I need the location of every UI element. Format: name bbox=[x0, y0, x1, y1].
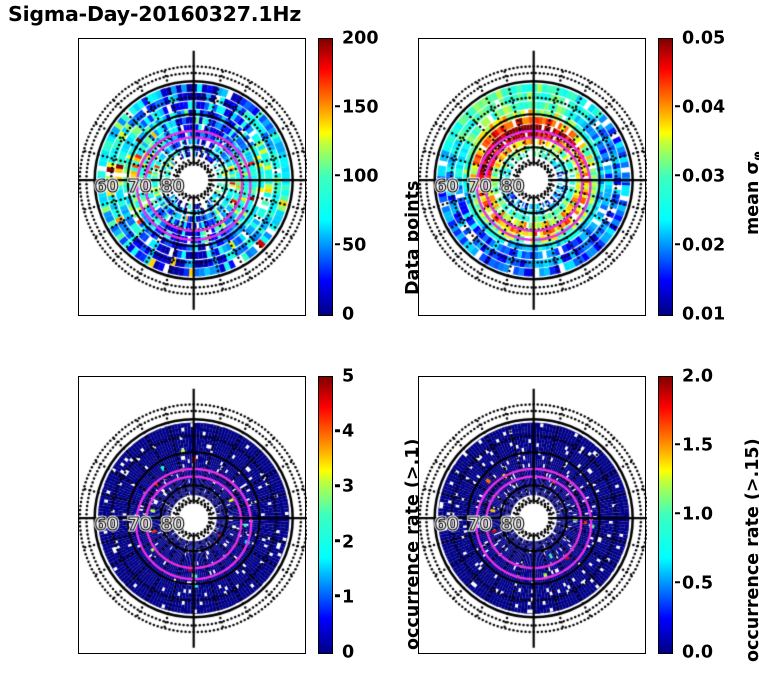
colorbar-tick-mark bbox=[335, 105, 340, 108]
colorbar-strip-data-points bbox=[318, 38, 333, 316]
colorbar-tick-label: 0 bbox=[335, 303, 355, 324]
colorbar-tick-text: 0 bbox=[342, 303, 355, 324]
colorbar-tick-label: 0.04 bbox=[675, 99, 725, 117]
colorbar-tick-mark bbox=[335, 484, 340, 487]
colorbar-tick-label: 3 bbox=[335, 476, 355, 497]
panel-data-points-axes bbox=[78, 38, 307, 317]
colorbar-ticks-data-points: 0 50 100 150 200 bbox=[335, 30, 405, 323]
colorbar-tick-mark bbox=[335, 174, 340, 177]
colorbar-mean-sigma-phi: 0.01 0.02 0.03 0.04 0.05 bbox=[658, 30, 748, 323]
colorbar-tick-text: 0.5 bbox=[682, 573, 714, 594]
panel-occurrence-rate-gt-0p1-axes bbox=[78, 376, 307, 655]
colorbar-tick-label: 50 bbox=[335, 235, 367, 256]
colorbar-tick-text: 100 bbox=[342, 166, 379, 187]
panel-occurrence-rate-gt-0p15-axes bbox=[418, 376, 647, 655]
panel-mean-sigma-phi bbox=[418, 38, 647, 317]
colorbar-tick-text: 2.0 bbox=[682, 366, 714, 387]
colorbar-tick-text: 150 bbox=[342, 97, 379, 118]
colorbar-tick-mark bbox=[335, 539, 340, 542]
colorbar-tick-label: 1 bbox=[335, 586, 355, 607]
colorbar-ticks-occurrence-rate-gt-0p15: 0.0 0.5 1.0 1.5 2.0 bbox=[675, 368, 745, 661]
colorbar-tick-mark bbox=[675, 580, 680, 584]
colorbar-tick-label: 2 bbox=[335, 531, 355, 552]
colorbar-tick-label: 0.5 bbox=[675, 573, 714, 594]
colorbar-tick-text: 0.0 bbox=[682, 641, 714, 662]
colorbar-tick-label: 150 bbox=[335, 99, 379, 117]
colorbar-title-mean-sigma-phi-subscript: φ bbox=[750, 151, 759, 161]
colorbar-tick-label: 0.03 bbox=[675, 168, 725, 186]
colorbar-data-points: 0 50 100 150 200 bbox=[318, 30, 408, 323]
panel-mean-sigma-phi-axes bbox=[418, 38, 647, 317]
colorbar-tick-label: 4 bbox=[335, 421, 355, 442]
colorbar-occurrence-rate-gt-0p1: 0 1 2 3 4 5 bbox=[318, 368, 408, 661]
colorbar-ticks-mean-sigma-phi: 0.01 0.02 0.03 0.04 0.05 bbox=[675, 30, 745, 323]
colorbar-tick-text: 5 bbox=[342, 366, 355, 387]
colorbar-strip-occurrence-rate-gt-0p1 bbox=[318, 376, 333, 654]
colorbar-tick-text: 0.01 bbox=[682, 303, 726, 324]
colorbar-title-mean-sigma-phi-text: mean σ bbox=[743, 161, 759, 235]
polar-map-data-points bbox=[79, 39, 307, 317]
colorbar-strip-occurrence-rate-gt-0p15 bbox=[658, 376, 673, 654]
colorbar-tick-label: 1.5 bbox=[675, 437, 713, 455]
colorbar-tick-mark bbox=[335, 594, 340, 597]
colorbar-tick-label: 0.02 bbox=[675, 235, 726, 256]
colorbar-tick-mark bbox=[675, 174, 680, 177]
colorbar-tick-text: 1 bbox=[342, 586, 355, 607]
polar-map-occurrence-rate-gt-0p15 bbox=[419, 377, 647, 655]
colorbar-tick-mark bbox=[675, 242, 680, 246]
colorbar-tick-text: 0.05 bbox=[682, 28, 726, 49]
colorbar-tick-label: 5 bbox=[335, 366, 355, 387]
colorbar-tick-text: 1.0 bbox=[682, 504, 714, 525]
colorbar-tick-text: 200 bbox=[342, 28, 379, 49]
page-title: Sigma-Day-20160327.1Hz bbox=[8, 2, 302, 26]
colorbar-tick-text: 3 bbox=[342, 476, 355, 497]
panel-occurrence-rate-gt-0p1 bbox=[78, 376, 307, 655]
colorbar-tick-text: 0.04 bbox=[682, 97, 726, 118]
colorbar-ticks-occurrence-rate-gt-0p1: 0 1 2 3 4 5 bbox=[335, 368, 405, 661]
colorbar-tick-label: 100 bbox=[335, 168, 379, 186]
colorbar-occurrence-rate-gt-0p15: 0.0 0.5 1.0 1.5 2.0 bbox=[658, 368, 748, 661]
colorbar-title-occurrence-rate-gt-0p15: occurrence rate (>.15) bbox=[743, 438, 759, 662]
colorbar-tick-mark bbox=[675, 443, 680, 446]
panel-data-points bbox=[78, 38, 307, 317]
colorbar-tick-text: 50 bbox=[342, 235, 367, 256]
colorbar-tick-text: 4 bbox=[342, 421, 355, 442]
colorbar-tick-label: 0.05 bbox=[675, 28, 726, 49]
colorbar-tick-text: 0 bbox=[342, 641, 355, 662]
colorbar-tick-label: 0.0 bbox=[675, 641, 714, 662]
colorbar-tick-mark bbox=[675, 512, 680, 515]
colorbar-tick-mark bbox=[335, 242, 340, 246]
colorbar-strip-mean-sigma-phi bbox=[658, 38, 673, 316]
colorbar-tick-text: 0.03 bbox=[682, 166, 726, 187]
colorbar-tick-text: 1.5 bbox=[682, 435, 714, 456]
colorbar-title-mean-sigma-phi: mean σφ bbox=[743, 151, 759, 235]
colorbar-tick-label: 200 bbox=[335, 28, 379, 49]
colorbar-tick-mark bbox=[675, 105, 680, 108]
polar-map-occurrence-rate-gt-0p1 bbox=[79, 377, 307, 655]
colorbar-tick-label: 1.0 bbox=[675, 506, 713, 524]
polar-map-mean-sigma-phi bbox=[419, 39, 647, 317]
panel-occurrence-rate-gt-0p15 bbox=[418, 376, 647, 655]
colorbar-tick-label: 0.01 bbox=[675, 303, 726, 324]
colorbar-tick-text: 2 bbox=[342, 531, 355, 552]
colorbar-tick-label: 0 bbox=[335, 641, 355, 662]
colorbar-tick-mark bbox=[335, 429, 340, 432]
colorbar-tick-text: 0.02 bbox=[682, 235, 726, 256]
colorbar-tick-label: 2.0 bbox=[675, 366, 714, 387]
